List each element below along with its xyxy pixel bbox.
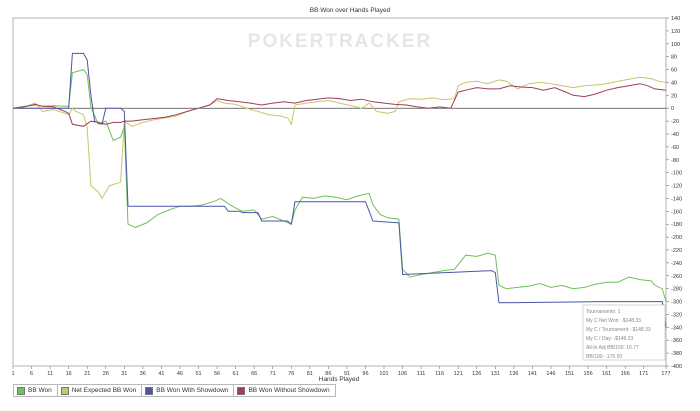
y-tick-label: -160 [671, 209, 682, 215]
y-tick-label: -260 [671, 274, 682, 280]
y-tick-label: -280 [671, 287, 682, 293]
legend-label: BB Won [28, 387, 52, 394]
x-tick-label: 171 [639, 371, 648, 377]
y-tick-label: 60 [671, 68, 677, 74]
x-tick-label: 111 [417, 371, 425, 377]
series-line-4 [12, 83, 667, 127]
x-tick-label: 116 [435, 371, 444, 377]
info-box-line-4: My C / Day: -$148.33 [586, 336, 633, 342]
plot-area [12, 17, 667, 367]
x-tick-label: 177 [661, 371, 670, 377]
y-tick-label: 0 [671, 106, 674, 112]
x-tick-label: 91 [344, 371, 350, 377]
y-tick-label: 140 [671, 16, 680, 22]
info-box-line-3: My C / Tournament: -$148.33 [586, 327, 651, 333]
x-tick-label: 1 [11, 371, 14, 377]
x-tick-label: 166 [621, 371, 630, 377]
x-tick-label: 31 [121, 371, 127, 377]
y-tick-label: -360 [671, 338, 682, 344]
y-tick-label: -320 [671, 312, 682, 318]
y-tick-label: -220 [671, 248, 682, 254]
x-tick-label: 21 [84, 371, 90, 377]
x-tick-label: 101 [379, 371, 388, 377]
x-tick-label: 106 [398, 371, 407, 377]
x-tick-label: 76 [288, 371, 294, 377]
x-tick-label: 36 [140, 371, 146, 377]
y-tick-label: -400 [671, 364, 682, 370]
x-tick-label: 81 [307, 371, 313, 377]
y-tick-label: 120 [671, 29, 680, 35]
y-tick-label: 20 [671, 93, 677, 99]
x-tick-label: 146 [546, 371, 555, 377]
x-tick-label: 131 [491, 371, 500, 377]
y-tick-label: -140 [671, 196, 682, 202]
info-box-line-6: BB/100: -176.50 [586, 354, 622, 360]
y-tick-label: -300 [671, 300, 682, 306]
x-tick-label: 161 [602, 371, 611, 377]
x-tick-label: 51 [195, 371, 201, 377]
y-tick-label: -60 [671, 145, 679, 151]
x-tick-label: 86 [325, 371, 331, 377]
x-tick-label: 151 [565, 371, 574, 377]
info-box-line-2: My C Net Won: -$148.33 [586, 318, 641, 324]
x-axis-label: Hands Played [319, 376, 360, 383]
legend-item-1: BB Won [13, 384, 58, 397]
legend-item-2: Net Expected BB Won [56, 384, 143, 397]
legend-item-4: BB Won Without Showdown [233, 384, 336, 397]
y-tick-label: -180 [671, 222, 682, 228]
y-tick-label: -120 [671, 184, 682, 190]
y-tick-label: 100 [671, 42, 680, 48]
x-tick-label: 56 [214, 371, 220, 377]
x-tick-label: 156 [583, 371, 592, 377]
info-box [582, 304, 666, 361]
x-tick-label: 71 [270, 371, 276, 377]
y-tick-label: 80 [671, 55, 677, 61]
x-tick-label: 126 [472, 371, 481, 377]
y-tick-label: -380 [671, 351, 682, 357]
x-tick-label: 136 [509, 371, 518, 377]
x-tick-label: 96 [362, 371, 368, 377]
legend-label: BB Won With Showdown [156, 387, 229, 394]
x-tick-label: 141 [528, 371, 537, 377]
y-tick-label: -100 [671, 171, 682, 177]
y-tick-label: -340 [671, 325, 682, 331]
legend-label: Net Expected BB Won [71, 387, 137, 394]
y-tick-label: -240 [671, 261, 682, 267]
legend-swatch [17, 386, 25, 395]
x-tick-label: 66 [251, 371, 257, 377]
x-tick-label: 61 [233, 371, 239, 377]
series-line-2 [12, 76, 667, 200]
legend: BB Won Net Expected BB Won BB Won With Sho… [13, 384, 336, 398]
x-tick-label: 46 [177, 371, 183, 377]
x-tick-label: 16 [66, 371, 72, 377]
y-tick-label: 40 [671, 80, 677, 86]
info-box-line-1: Tournaments: 1 [586, 309, 621, 315]
legend-swatch [237, 386, 246, 395]
y-tick-label: -40 [671, 132, 679, 138]
x-tick-label: 41 [158, 371, 164, 377]
x-tick-label: 121 [454, 371, 463, 377]
legend-swatch [145, 386, 154, 395]
y-tick-label: -80 [671, 158, 679, 164]
watermark: POKERTRACKER [248, 31, 432, 52]
legend-swatch [60, 386, 69, 395]
x-tick-label: 6 [30, 371, 33, 377]
y-tick-label: -20 [671, 119, 679, 125]
legend-item-3: BB Won With Showdown [141, 384, 235, 397]
y-tick-label: -200 [671, 235, 682, 241]
x-tick-label: 26 [103, 371, 109, 377]
info-box-line-5: All-In Adj BB/100: 16.77 [586, 345, 639, 351]
legend-label: BB Won Without Showdown [248, 387, 330, 394]
chart-title: BB Won over Hands Played [310, 7, 391, 14]
series-line-3 [13, 52, 667, 328]
x-tick-label: 11 [47, 371, 53, 377]
